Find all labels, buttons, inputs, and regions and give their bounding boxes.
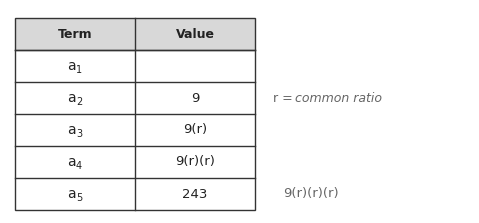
- Text: 4: 4: [76, 161, 82, 171]
- Text: a: a: [67, 59, 75, 73]
- Text: Value: Value: [175, 27, 215, 41]
- Bar: [15, 18, 255, 50]
- Text: r =: r =: [273, 91, 297, 105]
- Text: 9(r)(r): 9(r)(r): [175, 155, 215, 169]
- Text: a: a: [67, 155, 75, 169]
- Bar: [15, 82, 255, 114]
- Text: 243: 243: [182, 188, 208, 200]
- Bar: [15, 50, 255, 82]
- Text: 3: 3: [76, 129, 82, 139]
- Text: common ratio: common ratio: [295, 91, 382, 105]
- Text: 9(r): 9(r): [183, 124, 207, 136]
- Text: a: a: [67, 187, 75, 201]
- Bar: [15, 146, 255, 178]
- Text: a: a: [67, 123, 75, 137]
- Text: Term: Term: [57, 27, 92, 41]
- Text: 9: 9: [191, 91, 199, 105]
- Text: 5: 5: [76, 193, 82, 203]
- Bar: [15, 178, 255, 210]
- Text: 2: 2: [76, 97, 82, 107]
- Bar: [15, 114, 255, 146]
- Text: 1: 1: [76, 65, 82, 75]
- Bar: [15, 18, 255, 210]
- Text: a: a: [67, 91, 75, 105]
- Text: 9(r)(r)(r): 9(r)(r)(r): [283, 188, 339, 200]
